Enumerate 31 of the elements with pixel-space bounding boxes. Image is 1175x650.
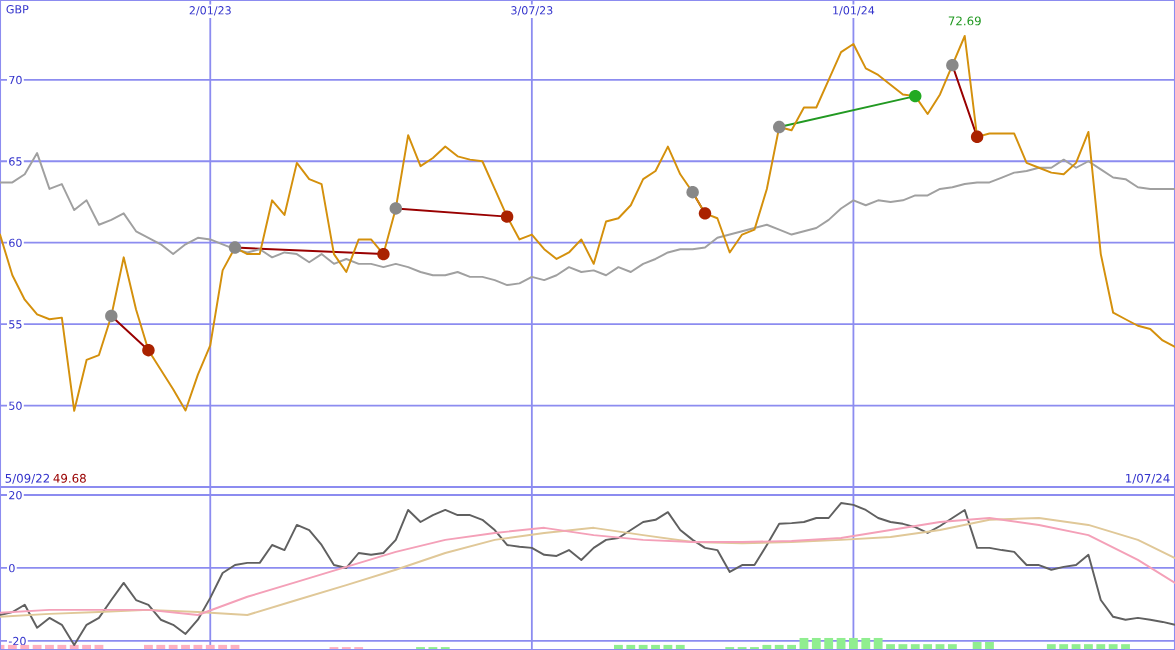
point	[946, 58, 959, 72]
x-tick-label: 1/01/24	[833, 6, 875, 16]
annotation: 1/07/24	[1126, 473, 1170, 484]
point	[228, 241, 242, 254]
point	[377, 247, 390, 261]
x-tick-label: 2/01/23	[189, 6, 231, 16]
y-tick-label: 50	[9, 401, 22, 410]
point	[686, 185, 699, 199]
point	[389, 202, 402, 215]
annotation: 5/09/22	[5, 473, 50, 484]
y-tick-label: 60	[9, 238, 22, 248]
point	[500, 210, 514, 223]
y-tick-label: 65	[9, 157, 22, 166]
y-tick-label: 0	[9, 563, 15, 573]
point	[142, 343, 155, 357]
annotation: 49.68	[53, 473, 86, 483]
line-series	[0, 502, 1175, 646]
x-tick-label: 3/07/23	[511, 6, 553, 16]
y-tick-label: 70	[9, 75, 22, 85]
line-series	[0, 152, 1175, 286]
point	[105, 309, 118, 323]
y-tick-label: -20	[8, 636, 26, 646]
point	[970, 130, 984, 144]
y-tick-label: 20	[9, 491, 22, 500]
point	[698, 207, 712, 220]
y-axis-title: GBP	[6, 5, 29, 14]
point	[909, 89, 922, 103]
annotation: 72.69	[948, 16, 981, 26]
line-series	[0, 35, 1175, 412]
point	[773, 120, 786, 134]
y-tick-label: 55	[9, 320, 22, 329]
